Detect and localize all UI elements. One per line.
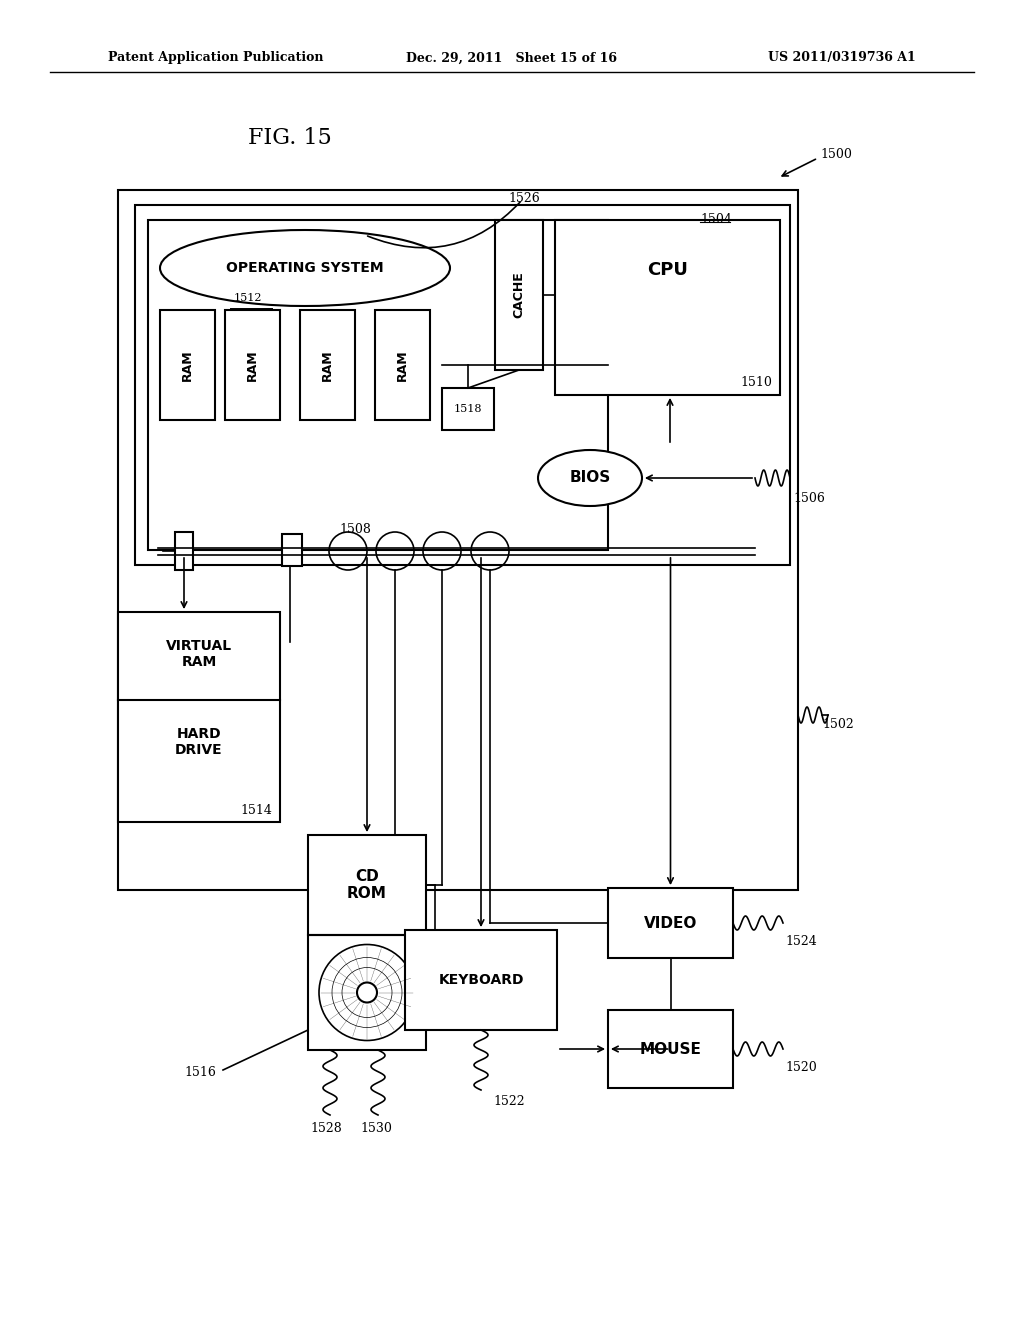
FancyBboxPatch shape	[160, 310, 215, 420]
FancyBboxPatch shape	[225, 310, 280, 420]
FancyBboxPatch shape	[308, 836, 426, 935]
Text: RAM: RAM	[396, 350, 409, 380]
FancyBboxPatch shape	[495, 220, 543, 370]
Text: 1506: 1506	[793, 492, 825, 506]
Text: US 2011/0319736 A1: US 2011/0319736 A1	[768, 51, 916, 65]
FancyBboxPatch shape	[148, 220, 608, 550]
FancyBboxPatch shape	[118, 612, 280, 822]
Text: CD
ROM: CD ROM	[347, 869, 387, 902]
Text: 1510: 1510	[740, 376, 772, 389]
Text: VIRTUAL
RAM: VIRTUAL RAM	[166, 639, 232, 669]
Text: 1518: 1518	[454, 404, 482, 414]
FancyBboxPatch shape	[300, 310, 355, 420]
Text: 1528: 1528	[310, 1122, 342, 1135]
Text: 1512: 1512	[233, 293, 262, 304]
Text: FIG. 15: FIG. 15	[248, 127, 332, 149]
FancyBboxPatch shape	[406, 931, 557, 1030]
Text: 1520: 1520	[785, 1061, 817, 1074]
FancyBboxPatch shape	[118, 190, 798, 890]
Text: CACHE: CACHE	[512, 272, 525, 318]
FancyBboxPatch shape	[608, 888, 733, 958]
Ellipse shape	[160, 230, 450, 306]
Ellipse shape	[538, 450, 642, 506]
Text: 1514: 1514	[240, 804, 272, 817]
Text: 1500: 1500	[820, 149, 852, 161]
FancyBboxPatch shape	[135, 205, 790, 565]
Text: 1504: 1504	[700, 213, 732, 226]
Text: 1530: 1530	[360, 1122, 392, 1135]
Text: RAM: RAM	[321, 350, 334, 380]
FancyBboxPatch shape	[375, 310, 430, 420]
Text: RAM: RAM	[181, 350, 194, 380]
Text: 1524: 1524	[785, 935, 817, 948]
FancyBboxPatch shape	[175, 532, 193, 570]
FancyBboxPatch shape	[282, 535, 302, 566]
Text: KEYBOARD: KEYBOARD	[438, 973, 523, 987]
Text: Patent Application Publication: Patent Application Publication	[108, 51, 324, 65]
Text: 1516: 1516	[184, 1065, 216, 1078]
Text: 1508: 1508	[339, 523, 371, 536]
Text: MOUSE: MOUSE	[640, 1041, 701, 1056]
Text: BIOS: BIOS	[569, 470, 610, 486]
Text: Dec. 29, 2011   Sheet 15 of 16: Dec. 29, 2011 Sheet 15 of 16	[407, 51, 617, 65]
Text: 1522: 1522	[493, 1096, 524, 1107]
FancyBboxPatch shape	[608, 1010, 733, 1088]
Text: CPU: CPU	[647, 261, 688, 279]
Text: HARD
DRIVE: HARD DRIVE	[175, 727, 223, 758]
Text: 1526: 1526	[508, 191, 540, 205]
Text: OPERATING SYSTEM: OPERATING SYSTEM	[226, 261, 384, 275]
FancyBboxPatch shape	[442, 388, 494, 430]
Text: 1502: 1502	[822, 718, 854, 731]
FancyBboxPatch shape	[555, 220, 780, 395]
Text: RAM: RAM	[246, 350, 259, 380]
Text: VIDEO: VIDEO	[644, 916, 697, 931]
